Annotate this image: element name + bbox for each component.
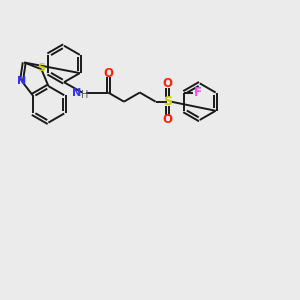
Text: S: S [38,63,46,73]
Text: H: H [81,90,88,100]
Text: N: N [17,76,26,86]
Text: F: F [194,86,202,99]
Text: N: N [71,88,81,98]
Text: O: O [163,77,172,90]
Text: S: S [163,95,172,108]
Text: O: O [163,113,172,126]
Text: O: O [103,67,113,80]
